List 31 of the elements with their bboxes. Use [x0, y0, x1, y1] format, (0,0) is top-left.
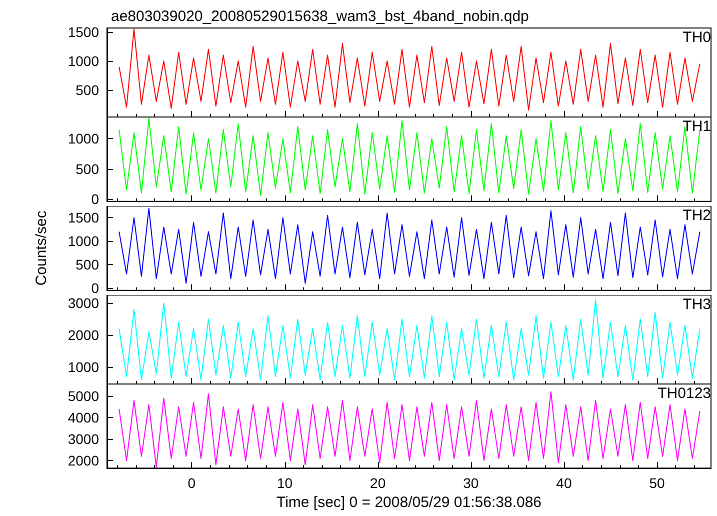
- x-axis-title: Time [sec] 0 = 2008/05/29 01:56:38.086: [276, 494, 542, 511]
- y-tick-label: 1500: [68, 24, 100, 40]
- x-tick-label: 0: [188, 475, 196, 492]
- x-tick-label: 50: [649, 475, 666, 492]
- y-tick-label: 0: [91, 280, 100, 296]
- y-tick-label: 2000: [68, 327, 100, 344]
- y-tick-label: 500: [76, 256, 100, 273]
- y-tick-label: 4000: [68, 410, 100, 426]
- x-tick-label: 40: [556, 475, 572, 492]
- series-label: TH2: [682, 207, 712, 224]
- series-label: TH1: [682, 118, 712, 135]
- series-label: TH3: [682, 296, 712, 313]
- series-label: TH0: [682, 29, 712, 46]
- y-tick-label: 1500: [68, 210, 100, 226]
- y-tick-label: 0: [91, 191, 100, 207]
- y-tick-label: 1000: [68, 359, 100, 376]
- y-tick-label: 3000: [68, 295, 100, 312]
- y-tick-label: 5000: [68, 388, 100, 404]
- y-tick-label: 2000: [68, 452, 100, 469]
- series-label: TH0123: [658, 385, 712, 402]
- y-axis-title: Counts/sec: [33, 210, 50, 286]
- x-tick-label: 10: [276, 475, 293, 492]
- y-tick-label: 3000: [68, 431, 100, 448]
- y-tick-label: 1000: [68, 52, 100, 69]
- x-tick-label: 30: [463, 475, 479, 492]
- y-tick-label: 500: [76, 160, 100, 177]
- y-tick-label: 500: [76, 82, 100, 98]
- chart-title: ae803039020_20080529015638_wam3_bst_4band_nobin.qdp: [111, 8, 529, 25]
- x-tick-label: 20: [370, 475, 386, 492]
- y-tick-label: 1000: [68, 130, 100, 147]
- y-tick-label: 1000: [68, 233, 100, 250]
